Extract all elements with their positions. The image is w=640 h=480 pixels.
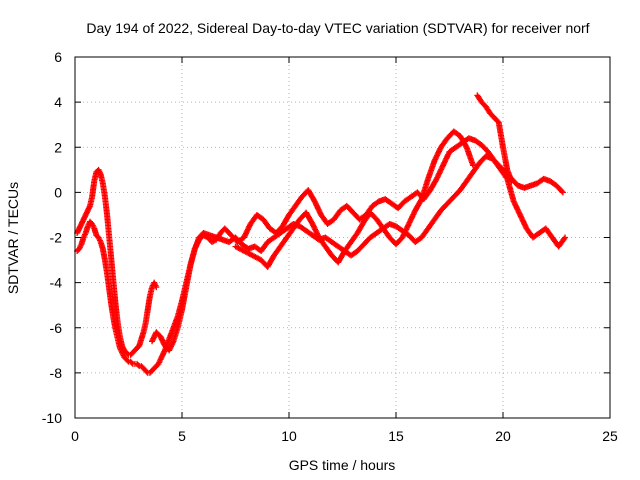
- series-track-c: [149, 135, 569, 354]
- series-track-a: [74, 153, 566, 376]
- x-tick-label: 25: [602, 428, 618, 444]
- interp-point: [558, 188, 565, 195]
- grid: [75, 57, 610, 418]
- y-axis-label: SDTVAR / TECUs: [5, 182, 21, 294]
- y-tick-label: 4: [54, 94, 62, 110]
- axis-ticks: [74, 56, 611, 419]
- interp-point: [417, 197, 424, 204]
- data-point: [562, 234, 569, 241]
- data-point: [508, 178, 515, 185]
- interp-point: [124, 357, 131, 364]
- series-track-d: [232, 92, 515, 270]
- x-tick-label: 10: [281, 428, 297, 444]
- interp-point: [128, 359, 135, 366]
- interp-point: [135, 361, 142, 368]
- data-points: [74, 92, 569, 376]
- series-track-b: [74, 166, 160, 358]
- x-tick-label: 0: [71, 428, 79, 444]
- data-point: [559, 189, 566, 196]
- x-tick-label: 5: [178, 428, 186, 444]
- data-point: [153, 284, 160, 291]
- y-tick-label: 6: [54, 49, 62, 65]
- interp-point: [503, 174, 510, 181]
- y-tick-label: 2: [54, 139, 62, 155]
- x-tick-label: 20: [495, 428, 511, 444]
- data-point: [470, 162, 477, 169]
- x-axis-label: GPS time / hours: [289, 457, 396, 473]
- x-tick-label: 15: [388, 428, 404, 444]
- y-tick-label: -2: [50, 230, 63, 246]
- chart-title: Day 194 of 2022, Sidereal Day-to-day VTE…: [86, 20, 589, 36]
- interp-point: [561, 235, 568, 242]
- y-tick-label: -6: [50, 320, 63, 336]
- y-tick-label: 0: [54, 184, 62, 200]
- y-tick-label: -10: [42, 410, 62, 426]
- y-tick-labels: -10 -8 -6 -4 -2 0 2 4 6: [42, 49, 62, 426]
- x-tick-labels: 0 5 10 15 20 25: [71, 428, 618, 444]
- y-tick-label: -8: [50, 365, 63, 381]
- y-tick-label: -4: [50, 275, 63, 291]
